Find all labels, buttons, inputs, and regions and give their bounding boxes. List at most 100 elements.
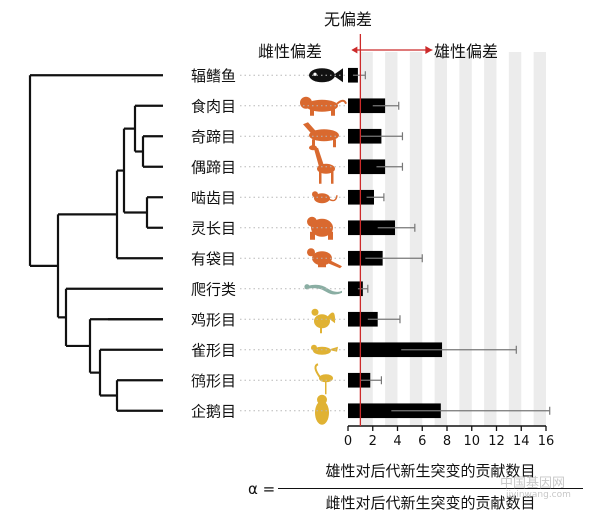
bird-icon-shape bbox=[313, 346, 331, 355]
error-bar bbox=[377, 223, 416, 232]
kangaroo-icon-shape bbox=[318, 263, 326, 268]
category-label: 灵长目 bbox=[191, 219, 236, 237]
category-label: 偶蹄目 bbox=[191, 158, 236, 176]
fish-icon-shape bbox=[333, 68, 343, 83]
grid-band bbox=[434, 52, 447, 426]
grid-band bbox=[360, 52, 373, 426]
x-tick-label: 14 bbox=[513, 434, 530, 449]
rooster-icon-shape bbox=[314, 314, 330, 329]
x-tick-label: 8 bbox=[443, 434, 451, 449]
category-label: 雀形目 bbox=[191, 341, 236, 359]
error-bar bbox=[357, 284, 369, 293]
female-bias-arrowhead bbox=[351, 46, 358, 54]
horse-icon-shape bbox=[312, 139, 315, 148]
animal-icons bbox=[300, 68, 347, 425]
x-tick-label: 2 bbox=[369, 434, 377, 449]
bird-icon-shape bbox=[311, 344, 317, 351]
male-bias-arrowhead bbox=[425, 46, 433, 54]
penguin-icon-shape bbox=[315, 400, 329, 425]
category-label: 鸻形目 bbox=[191, 372, 236, 390]
x-tick-label: 6 bbox=[418, 434, 426, 449]
category-label: 奇蹄目 bbox=[191, 128, 236, 146]
grid-band bbox=[484, 52, 497, 426]
bar bbox=[348, 98, 386, 114]
error-bar bbox=[365, 254, 423, 263]
grid-band bbox=[385, 52, 398, 426]
mouse-icon-shape bbox=[314, 193, 330, 204]
bars bbox=[348, 67, 443, 419]
male-bias-header: 雄性偏差 bbox=[434, 42, 499, 61]
giraffe-icon-shape bbox=[309, 145, 317, 151]
lizard-icon-shape bbox=[308, 284, 342, 295]
alpha-symbol: α = bbox=[248, 480, 276, 498]
flamingo-icon-shape bbox=[314, 363, 321, 378]
error-bar bbox=[391, 406, 551, 415]
x-tick-label: 12 bbox=[488, 434, 505, 449]
kangaroo-icon-shape bbox=[307, 248, 315, 257]
flamingo-icon-shape bbox=[325, 381, 327, 395]
mouse-icon-shape bbox=[312, 191, 318, 198]
x-tick-label: 0 bbox=[344, 434, 352, 449]
bird-icon bbox=[311, 344, 338, 355]
gorilla-icon bbox=[307, 216, 333, 240]
error-bar bbox=[401, 345, 517, 354]
lizard-icon-shape bbox=[304, 284, 310, 290]
error-bar bbox=[372, 101, 400, 110]
error-bar bbox=[367, 315, 401, 324]
horse-icon-shape bbox=[309, 129, 339, 142]
chart-title: 无偏差 bbox=[323, 10, 372, 29]
grid-band bbox=[459, 52, 472, 426]
phylogenetic-tree bbox=[28, 74, 163, 412]
x-axis: 0 2 4 6 8 10 12 14 16 bbox=[344, 425, 555, 449]
rooster-icon-shape bbox=[327, 312, 336, 324]
rooster-icon-shape bbox=[311, 308, 319, 316]
error-bar bbox=[352, 71, 366, 80]
lizard-icon bbox=[304, 284, 342, 295]
bar bbox=[348, 159, 386, 175]
category-label: 辐鳍鱼 bbox=[191, 67, 236, 85]
penguin-icon bbox=[315, 394, 329, 425]
tiger-icon-shape bbox=[300, 96, 312, 109]
error-bar bbox=[360, 376, 383, 385]
formula-numerator: 雄性对后代新生突变的贡献数目 bbox=[325, 462, 536, 480]
category-label: 鸡形目 bbox=[191, 311, 236, 329]
grid-band bbox=[409, 52, 423, 426]
giraffe-icon bbox=[309, 145, 335, 184]
mouse-icon-shape bbox=[328, 195, 338, 202]
flamingo-icon bbox=[314, 363, 333, 395]
category-label: 食肉目 bbox=[191, 97, 236, 115]
flamingo-icon-shape bbox=[319, 374, 333, 383]
gorilla-icon-shape bbox=[328, 231, 333, 240]
bar bbox=[348, 281, 363, 297]
error-bar bbox=[366, 193, 385, 202]
grid-band bbox=[508, 52, 522, 426]
gorilla-icon-shape bbox=[307, 216, 317, 227]
rooster-icon bbox=[311, 308, 336, 334]
x-tick-label: 10 bbox=[463, 434, 480, 449]
kangaroo-icon-shape bbox=[328, 260, 342, 269]
gorilla-icon-shape bbox=[310, 231, 315, 240]
error-bars bbox=[352, 71, 551, 415]
bias-arrow bbox=[351, 46, 433, 54]
background-bands bbox=[360, 52, 546, 426]
category-label: 有袋目 bbox=[191, 250, 236, 268]
watermark-url: jiyinwang.com bbox=[506, 490, 571, 500]
horse-icon-shape bbox=[333, 139, 336, 148]
rooster-icon-shape bbox=[320, 327, 322, 334]
bird-icon-shape bbox=[328, 346, 338, 352]
tiger-icon-shape bbox=[336, 99, 347, 105]
bar bbox=[348, 372, 371, 388]
tiger-icon-shape bbox=[331, 108, 335, 116]
kangaroo-icon bbox=[307, 248, 342, 269]
female-bias-header: 雌性偏差 bbox=[258, 42, 323, 61]
error-bar bbox=[360, 132, 404, 141]
giraffe-icon-shape bbox=[314, 147, 324, 167]
giraffe-icon-shape bbox=[331, 171, 334, 184]
watermark-logo-text: 中国基因网 bbox=[500, 476, 566, 491]
horse-icon-shape bbox=[303, 122, 316, 134]
giraffe-icon-shape bbox=[319, 171, 322, 184]
x-tick-label: 16 bbox=[538, 434, 555, 449]
fraction-line bbox=[278, 488, 583, 489]
grid-band bbox=[533, 52, 546, 426]
